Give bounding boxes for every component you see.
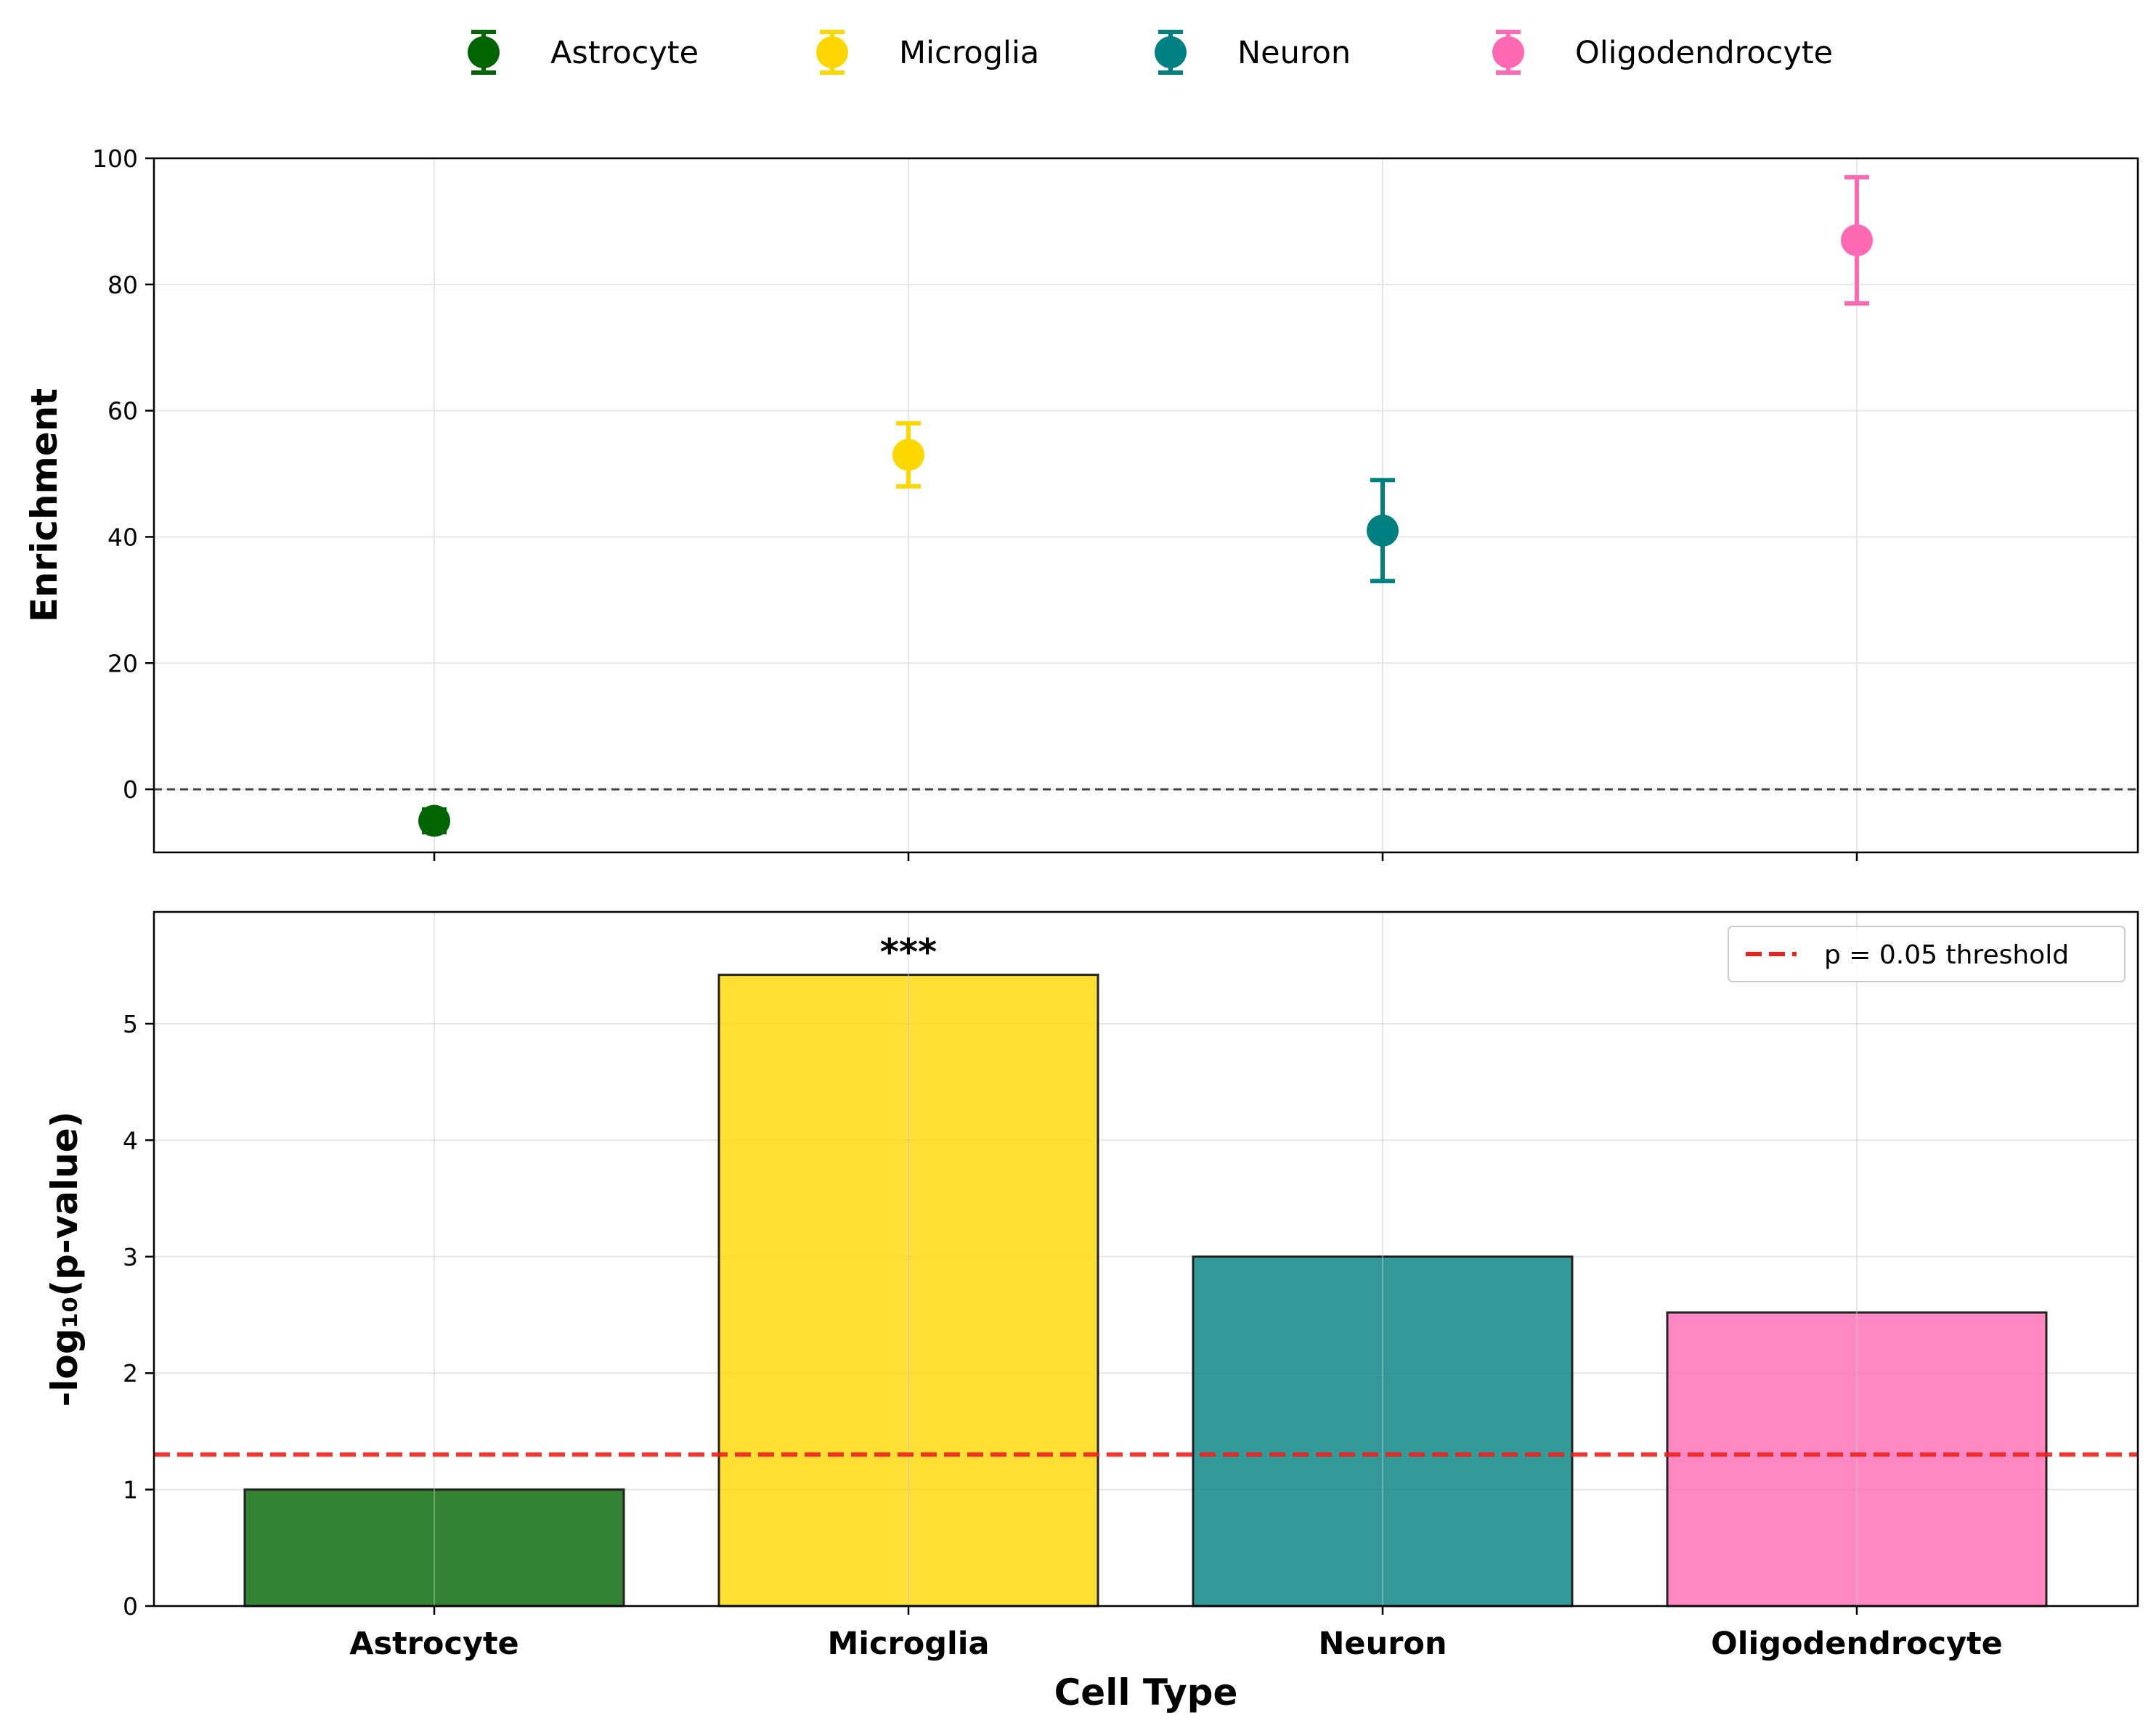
enrichment-y-axis-label: Enrichment bbox=[23, 388, 65, 622]
enrichment-panel: 0 20 40 60 80 100 Enrichment bbox=[23, 144, 2139, 861]
y-tick-label: 40 bbox=[107, 523, 138, 551]
series-legend: Astrocyte Microglia Neuron Oligodendrocyte bbox=[468, 30, 1833, 75]
threshold-legend: p = 0.05 threshold bbox=[1728, 926, 2126, 982]
y-tick-label: 5 bbox=[123, 1010, 138, 1038]
legend-item-microglia: Microglia bbox=[816, 30, 1039, 75]
pvalue-panel: *** 0 1 2 3 4 5 Astrocyte Microglia Neuron Oligo… bbox=[44, 910, 2139, 1713]
pvalue-bars bbox=[243, 912, 2048, 1607]
x-tick-label: Microglia bbox=[827, 1626, 989, 1662]
data-point bbox=[892, 439, 924, 471]
enrichment-point-neuron bbox=[1367, 478, 1399, 584]
legend-label: Oligodendrocyte bbox=[1575, 35, 1833, 71]
y-tick-label: 20 bbox=[107, 649, 138, 677]
enrichment-plot-frame bbox=[152, 157, 2139, 854]
legend-label: Astrocyte bbox=[550, 35, 699, 71]
enrichment-y-ticks: 0 20 40 60 80 100 bbox=[92, 144, 154, 804]
pvalue-y-ticks: 0 1 2 3 4 5 bbox=[123, 1010, 154, 1621]
x-tick-label: Oligodendrocyte bbox=[1711, 1626, 2003, 1662]
bar-microglia bbox=[717, 974, 1099, 1607]
bar-oligodendrocyte bbox=[1666, 1311, 2048, 1607]
bar-neuron bbox=[1192, 1255, 1574, 1607]
legend-item-oligodendrocyte: Oligodendrocyte bbox=[1492, 30, 1833, 75]
legend-marker bbox=[1492, 36, 1524, 68]
pvalue-x-ticks: Astrocyte Microglia Neuron Oligodendrocyte bbox=[349, 1606, 2003, 1662]
pvalue-plot-frame bbox=[152, 910, 2139, 1607]
legend-marker bbox=[1155, 36, 1187, 68]
y-tick-label: 3 bbox=[123, 1243, 138, 1271]
y-tick-label: 2 bbox=[123, 1359, 138, 1387]
bar-astrocyte bbox=[243, 1488, 625, 1607]
y-tick-label: 0 bbox=[123, 1592, 138, 1621]
significance-marker: *** bbox=[880, 932, 937, 974]
data-point bbox=[1841, 224, 1873, 256]
enrichment-points bbox=[418, 175, 1873, 837]
y-tick-label: 60 bbox=[107, 397, 138, 425]
enrichment-x-ticks bbox=[433, 852, 1858, 861]
data-point bbox=[418, 804, 450, 837]
x-tick-label: Astrocyte bbox=[349, 1626, 518, 1662]
enrichment-point-microglia bbox=[892, 421, 924, 489]
x-axis-label: Cell Type bbox=[1054, 1671, 1238, 1713]
y-tick-label: 1 bbox=[123, 1476, 138, 1504]
legend-item-neuron: Neuron bbox=[1155, 30, 1351, 75]
y-tick-label: 4 bbox=[123, 1126, 138, 1154]
significance-annotations: *** bbox=[880, 932, 937, 974]
pvalue-y-axis-label: -log₁₀(p-value) bbox=[44, 1111, 86, 1406]
y-tick-label: 100 bbox=[92, 144, 138, 173]
legend-label: Microglia bbox=[899, 35, 1039, 71]
y-tick-label: 80 bbox=[107, 271, 138, 299]
data-point bbox=[1367, 514, 1399, 547]
enrichment-point-astrocyte bbox=[418, 804, 450, 837]
legend-box bbox=[1728, 926, 2126, 982]
enrichment-point-oligodendrocyte bbox=[1841, 175, 1873, 306]
legend-label: p = 0.05 threshold bbox=[1824, 940, 2069, 970]
x-tick-label: Neuron bbox=[1318, 1626, 1447, 1662]
legend-label: Neuron bbox=[1237, 35, 1351, 71]
y-tick-label: 0 bbox=[123, 775, 138, 804]
legend-item-astrocyte: Astrocyte bbox=[468, 30, 699, 75]
legend-marker bbox=[816, 36, 848, 68]
legend-marker bbox=[468, 36, 500, 68]
